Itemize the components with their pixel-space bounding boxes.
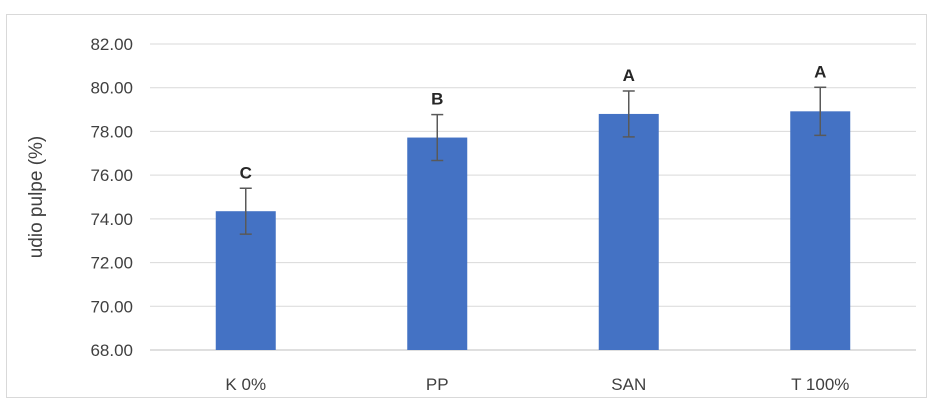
x-tick-label: T 100% — [791, 375, 849, 394]
bars — [215, 111, 851, 350]
y-tick-label: 74.00 — [90, 210, 133, 229]
significance-label: A — [814, 62, 826, 81]
x-tick-label: SAN — [611, 375, 646, 394]
y-tick-label: 70.00 — [90, 297, 133, 316]
y-tick-label: 72.00 — [90, 254, 133, 273]
bar — [790, 111, 851, 350]
y-axis-title: udio pulpe (%) — [26, 136, 47, 259]
error-bar — [814, 86, 827, 137]
y-tick-label: 78.00 — [90, 122, 133, 141]
y-tick-label: 76.00 — [90, 166, 133, 185]
y-axis-ticks: 68.00 70.00 72.00 74.00 76.00 78.00 80.00 82.00 — [90, 35, 133, 360]
y-tick-label: 80.00 — [90, 79, 133, 98]
error-bar — [431, 113, 444, 162]
x-axis-ticks: K 0% PP SAN T 100% — [225, 375, 849, 394]
bar — [407, 137, 468, 350]
x-tick-label: K 0% — [225, 375, 266, 394]
error-bars — [239, 86, 827, 235]
gridlines — [150, 43, 916, 351]
significance-label: A — [623, 66, 635, 85]
significance-labels: C B A A — [240, 62, 827, 182]
significance-label: C — [240, 163, 252, 182]
y-tick-label: 82.00 — [90, 35, 133, 54]
significance-label: B — [431, 90, 443, 109]
error-bar — [239, 187, 252, 235]
bar — [598, 113, 659, 350]
x-tick-label: PP — [426, 375, 449, 394]
y-tick-label: 68.00 — [90, 341, 133, 360]
error-bar — [622, 90, 635, 138]
